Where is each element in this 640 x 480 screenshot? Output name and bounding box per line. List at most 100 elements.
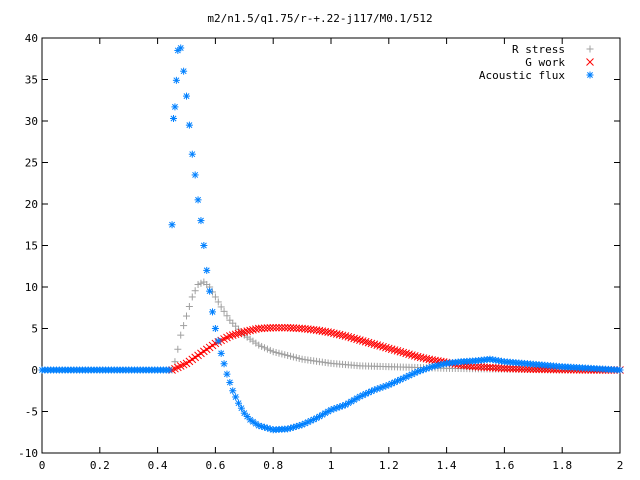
data-point xyxy=(390,346,399,354)
data-point xyxy=(180,67,188,75)
data-point xyxy=(336,403,344,411)
data-point xyxy=(165,366,173,374)
legend-label: R stress xyxy=(512,43,565,56)
data-point xyxy=(491,363,500,372)
data-point xyxy=(338,331,347,340)
data-point xyxy=(275,349,283,357)
x-tick-label: 0.2 xyxy=(90,459,110,472)
legend-marker xyxy=(586,58,594,66)
data-point xyxy=(616,366,624,374)
data-point xyxy=(327,328,335,337)
data-point xyxy=(174,345,182,353)
data-point xyxy=(422,354,431,363)
data-point xyxy=(197,217,205,225)
data-point xyxy=(229,319,237,327)
data-point xyxy=(393,347,402,355)
data-point xyxy=(497,364,506,373)
data-point xyxy=(269,348,277,356)
data-point xyxy=(471,362,480,371)
data-point xyxy=(488,363,497,372)
data-point xyxy=(379,342,387,351)
data-point xyxy=(220,307,228,315)
x-tick-label: 1.2 xyxy=(379,459,399,472)
data-point xyxy=(402,349,410,358)
data-point xyxy=(353,335,361,344)
data-point xyxy=(399,348,408,357)
data-point xyxy=(211,293,219,301)
data-point xyxy=(217,349,225,357)
data-point xyxy=(177,44,185,52)
data-point xyxy=(185,121,193,129)
series-acoustic-flux xyxy=(38,44,624,434)
axis-ticks: 0 0.2 0.4 0.6 0.8 1 1.2 1.4 1.6 1.8 2 -10 -5 0 5 10 15 20… xyxy=(18,32,623,472)
data-point xyxy=(486,363,494,372)
series-layer xyxy=(38,44,624,434)
y-tick-label: 30 xyxy=(25,115,38,128)
x-tick-label: 0.4 xyxy=(148,459,168,472)
data-point xyxy=(197,279,205,287)
data-point xyxy=(237,328,246,337)
data-point xyxy=(358,337,367,345)
data-point xyxy=(500,364,509,373)
data-point xyxy=(399,374,407,382)
data-point xyxy=(278,350,286,358)
x-tick-label: 1.6 xyxy=(494,459,514,472)
data-point xyxy=(243,327,252,336)
data-point xyxy=(364,338,373,347)
data-point xyxy=(263,324,272,332)
data-point xyxy=(292,324,301,333)
data-point xyxy=(223,312,231,320)
legend-marker xyxy=(586,45,594,53)
data-point xyxy=(474,362,483,371)
plot-frame xyxy=(41,37,621,454)
data-point xyxy=(384,344,393,353)
data-point xyxy=(231,330,240,339)
data-point xyxy=(413,352,422,361)
data-point xyxy=(494,364,503,372)
data-point xyxy=(318,411,326,419)
y-tick-label: 5 xyxy=(31,323,38,336)
y-tick-label: 15 xyxy=(25,240,38,253)
data-point xyxy=(168,221,176,229)
data-point xyxy=(177,331,185,339)
data-point xyxy=(171,103,179,111)
data-point xyxy=(214,337,222,345)
x-tick-label: 2 xyxy=(617,459,624,472)
data-point xyxy=(226,378,234,386)
data-point xyxy=(344,332,353,341)
data-point xyxy=(169,115,177,123)
data-point xyxy=(214,298,222,306)
data-point xyxy=(272,323,280,332)
data-point xyxy=(188,150,196,158)
data-point xyxy=(289,353,297,361)
data-point xyxy=(220,360,228,368)
data-point xyxy=(514,364,523,373)
data-point xyxy=(209,308,217,316)
data-point xyxy=(258,342,266,350)
data-point xyxy=(344,399,352,407)
data-point xyxy=(330,329,338,338)
data-point xyxy=(361,337,370,346)
data-point xyxy=(225,332,234,340)
data-point xyxy=(232,393,240,401)
data-point xyxy=(194,281,202,289)
y-tick-label: 10 xyxy=(25,281,38,294)
data-point xyxy=(332,330,341,338)
data-point xyxy=(396,376,404,384)
data-point xyxy=(203,266,211,274)
data-point xyxy=(191,171,199,179)
data-point xyxy=(246,326,254,335)
data-point xyxy=(289,324,298,332)
data-point xyxy=(217,303,225,311)
data-point xyxy=(229,387,237,395)
data-point xyxy=(223,370,231,378)
data-point xyxy=(509,364,517,373)
data-point xyxy=(263,345,271,353)
data-point xyxy=(278,323,286,332)
data-point xyxy=(211,325,219,332)
data-point xyxy=(520,365,529,373)
y-tick-label: 35 xyxy=(25,74,38,87)
data-point xyxy=(287,352,295,360)
data-point xyxy=(286,323,295,332)
